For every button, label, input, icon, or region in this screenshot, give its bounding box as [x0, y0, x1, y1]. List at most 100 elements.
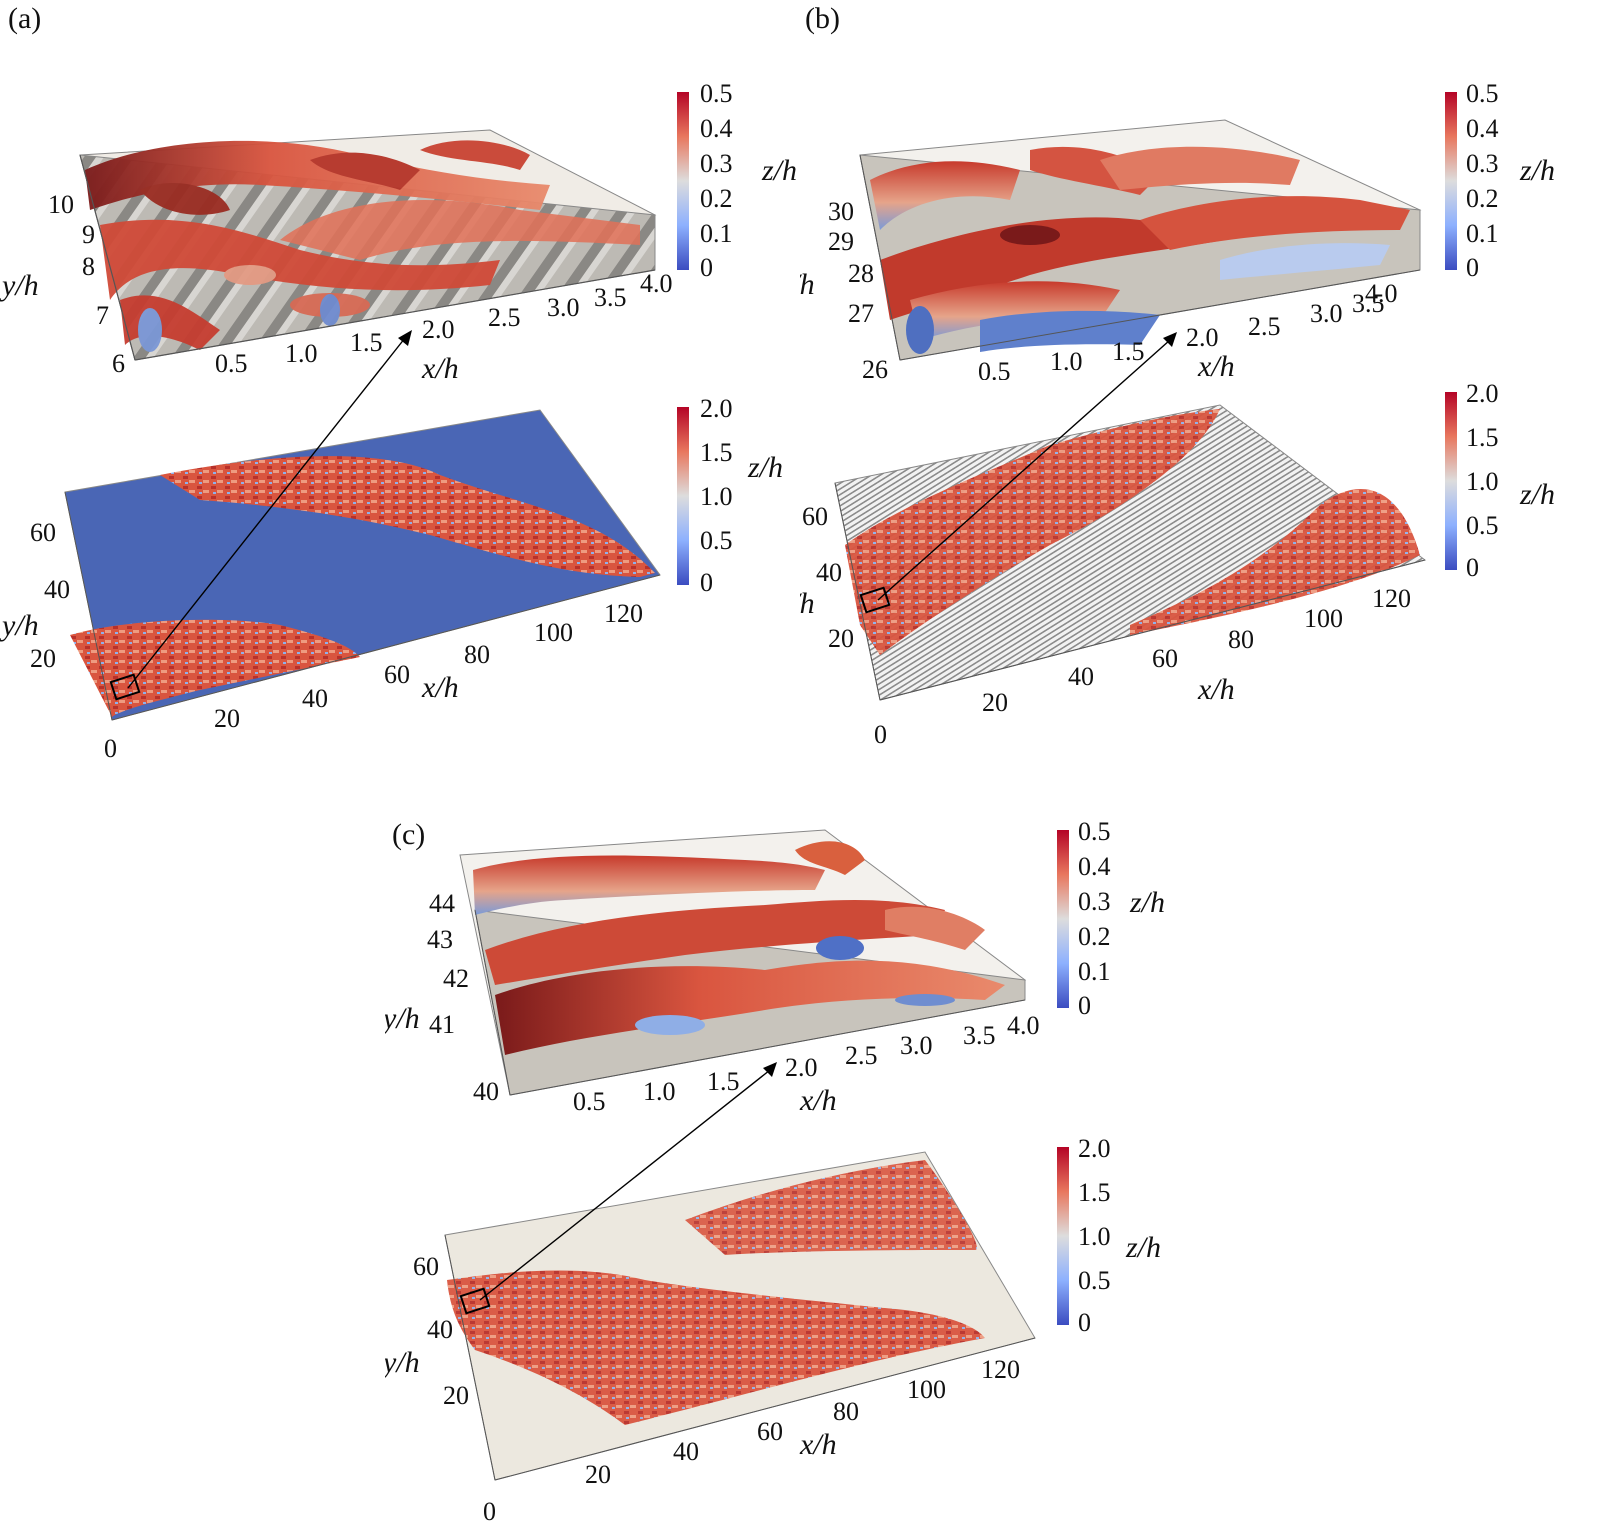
c-full-ytick: 40: [427, 1315, 453, 1344]
cb-label: z/h: [747, 451, 783, 484]
cb-tick: 2.0: [700, 395, 733, 423]
b-full-colorbar: 2.0 1.5 1.0 0.5 0 z/h: [1445, 380, 1555, 582]
turbulent-band: [845, 409, 1220, 655]
vortex-structures: [870, 146, 1410, 354]
b-full-xtick: 80: [1228, 625, 1254, 654]
c-zoom-xtick: 4.0: [1007, 1011, 1040, 1040]
a-full-xtick: 100: [534, 618, 573, 647]
a-zoom-xtick: 3.0: [547, 293, 580, 322]
a-full-colorbar: 2.0 1.5 1.0 0.5 0 z/h: [677, 395, 783, 597]
a-zoom-colorbar: 0.5 0.4 0.3 0.2 0.1 0 z/h: [677, 80, 797, 280]
cb-tick: 0: [700, 568, 713, 597]
c-zoom-ylabel: y/h: [385, 1002, 420, 1035]
b-zoom-ytick: 29: [828, 227, 854, 256]
zoom-arrow-b: [877, 332, 1177, 601]
a-full-xlabel: x/h: [421, 671, 459, 704]
a-zoom-ylabel: y/h: [0, 269, 39, 302]
vortex-structures: [85, 140, 640, 352]
c-full-xtick: 120: [981, 1355, 1020, 1384]
b-full-ylabel: y/h: [800, 587, 815, 620]
cb-tick: 0.5: [1466, 80, 1499, 108]
b-full-xtick: 100: [1304, 604, 1343, 633]
a-full-xtick: 40: [302, 684, 328, 713]
panel-b-full-axes: 0 20 40 60 80 100 120 x/h 20 40 60 y/h: [800, 502, 1411, 749]
panel-b-full-plot: [834, 404, 1427, 701]
c-zoom-xtick: 2.0: [785, 1053, 818, 1082]
cb-label: z/h: [1125, 1231, 1161, 1264]
a-zoom-ytick: 6: [112, 349, 125, 378]
b-zoom-xtick: 2.0: [1186, 323, 1219, 352]
c-zoom-xtick: 2.5: [845, 1041, 878, 1070]
c-full-xtick: 60: [757, 1417, 783, 1446]
zoom-marker-box: [859, 586, 891, 614]
c-zoom-xtick: 0.5: [573, 1087, 606, 1116]
cb-tick: 0.5: [700, 80, 733, 108]
a-zoom-xlabel: x/h: [421, 352, 459, 385]
c-full-ylabel: y/h: [385, 1346, 420, 1379]
cb-tick: 0.1: [1466, 219, 1499, 248]
cb-tick: 0: [700, 253, 713, 280]
cb-tick: 0.2: [700, 184, 733, 213]
cb-tick: 0.5: [1466, 511, 1499, 540]
c-zoom-xtick: 1.0: [643, 1077, 676, 1106]
c-zoom-ytick: 42: [443, 964, 469, 993]
cb-tick: 0: [1466, 253, 1479, 282]
cb-tick: 0: [1078, 991, 1091, 1020]
a-zoom-xtick: 2.0: [422, 315, 455, 344]
c-full-xtick: 40: [673, 1437, 699, 1466]
a-full-ytick: 40: [44, 575, 70, 604]
cb-tick: 1.5: [1078, 1178, 1111, 1207]
b-zoom-ytick: 26: [862, 355, 888, 380]
b-zoom-xtick: 3.0: [1310, 299, 1343, 328]
b-zoom-xtick: 0.5: [978, 357, 1011, 380]
a-full-ylabel: y/h: [0, 609, 39, 642]
cb-tick: 0.3: [700, 149, 733, 178]
b-zoom-xtick: 2.5: [1248, 312, 1281, 341]
a-zoom-ytick: 10: [48, 190, 74, 219]
c-full-xtick: 20: [585, 1460, 611, 1489]
b-full-ytick: 20: [828, 624, 854, 653]
c-zoom-ytick: 40: [473, 1077, 499, 1106]
c-full-xlabel: x/h: [799, 1428, 837, 1461]
cb-tick: 0.3: [1078, 887, 1111, 916]
c-zoom-xtick: 1.5: [707, 1067, 740, 1096]
cb-tick: 0.3: [1466, 149, 1499, 178]
c-zoom-ytick: 44: [429, 889, 455, 918]
cb-tick: 0.4: [1078, 852, 1111, 881]
a-zoom-xtick: 4.0: [640, 269, 673, 298]
b-full-ytick: 40: [816, 558, 842, 587]
cb-tick: 0.4: [700, 114, 733, 143]
c-zoom-xlabel: x/h: [799, 1084, 837, 1117]
a-full-xtick: 80: [464, 640, 490, 669]
b-full-xlabel: x/h: [1197, 673, 1235, 706]
a-full-xtick: 60: [384, 660, 410, 689]
panel-a-zoom-axes: 0.5 1.0 1.5 2.0 2.5 3.0 3.5 4.0 x/h 6 7 …: [0, 190, 673, 385]
c-zoom-colorbar: 0.5 0.4 0.3 0.2 0.1 0 z/h: [1057, 818, 1165, 1020]
a-zoom-xtick: 1.5: [350, 328, 383, 357]
a-full-ytick: 20: [30, 644, 56, 673]
turbulent-band: [685, 1160, 977, 1255]
cb-tick: 0: [1078, 1308, 1091, 1337]
b-zoom-xtick: 3.5: [1352, 289, 1385, 318]
a-full-xtick: 120: [604, 599, 643, 628]
a-full-ytick: 60: [30, 518, 56, 547]
cb-tick: 0.5: [1078, 1266, 1111, 1295]
b-full-xtick: 0: [874, 720, 887, 749]
panel-b-zoom-plot: [859, 119, 1422, 361]
b-full-xtick: 40: [1068, 662, 1094, 691]
cb-tick: 0.2: [1078, 922, 1111, 951]
b-zoom-ytick: 28: [848, 259, 874, 288]
b-zoom-xtick: 1.0: [1050, 347, 1083, 376]
b-zoom-xlabel: x/h: [1197, 350, 1235, 380]
zoom-marker-box: [459, 1287, 491, 1315]
cb-tick: 1.5: [700, 438, 733, 467]
cb-tick: 1.5: [1466, 423, 1499, 452]
panel-label-b: (b): [805, 2, 840, 35]
cb-tick: 2.0: [1078, 1135, 1111, 1163]
c-full-ytick: 60: [413, 1252, 439, 1281]
cb-tick: 0.5: [700, 526, 733, 555]
cb-tick: 0.2: [1466, 184, 1499, 213]
b-zoom-xtick: 4.0: [1365, 279, 1398, 308]
cb-tick: 2.0: [1466, 380, 1499, 408]
b-full-xtick: 120: [1372, 584, 1411, 613]
